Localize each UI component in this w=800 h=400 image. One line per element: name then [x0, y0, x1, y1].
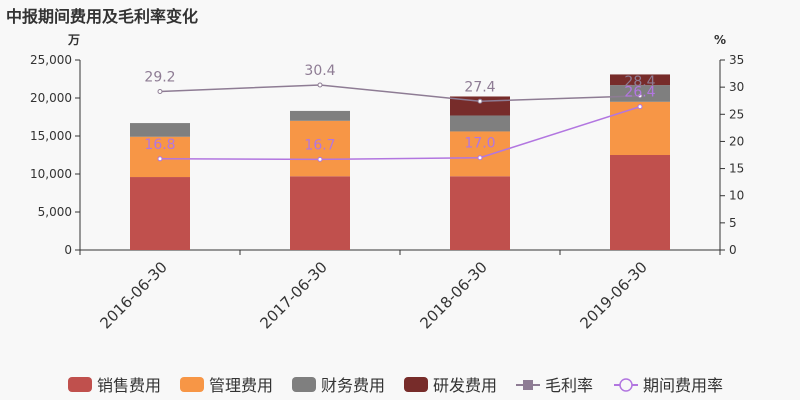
- data-label: 17.0: [464, 136, 495, 152]
- chart-title: 中报期间费用及毛利率变化: [6, 7, 199, 26]
- legend-swatch: [68, 377, 92, 392]
- line-point: [477, 98, 483, 104]
- left-tick-label: 25,000: [30, 53, 72, 67]
- data-label: 29.2: [144, 69, 175, 85]
- line-point: [637, 104, 643, 110]
- right-tick-label: 15: [729, 162, 744, 176]
- right-axis-unit: %: [714, 33, 726, 47]
- right-tick-label: 5: [729, 216, 737, 230]
- right-tick-label: 0: [729, 243, 737, 257]
- line-point: [317, 82, 323, 88]
- series-line: [159, 105, 641, 161]
- data-label: 26.4: [624, 85, 655, 101]
- left-tick-label: 15,000: [30, 129, 72, 143]
- bar-segment: [450, 176, 510, 250]
- legend-label: 财务费用: [321, 376, 385, 395]
- right-tick-label: 30: [729, 80, 744, 94]
- bar-segment: [290, 176, 350, 250]
- left-tick-label: 10,000: [30, 167, 72, 181]
- bar-segment: [610, 101, 670, 155]
- legend-label: 管理费用: [209, 376, 273, 395]
- line-point: [317, 156, 323, 162]
- right-tick-label: 35: [729, 53, 744, 67]
- x-tick-label: 2018-06-30: [416, 258, 490, 332]
- line-point: [477, 155, 483, 161]
- left-tick-label: 5,000: [38, 205, 72, 219]
- bar-segment: [290, 120, 350, 177]
- bar-segment: [610, 74, 670, 86]
- line-point: [637, 93, 643, 99]
- data-label: 16.7: [304, 137, 335, 153]
- right-tick-label: 10: [729, 189, 744, 203]
- legend-swatch: [292, 377, 316, 392]
- x-tick-label: 2019-06-30: [576, 258, 650, 332]
- bar-segment: [130, 123, 190, 137]
- bar-segment: [450, 131, 510, 177]
- x-tick-label: 2016-06-30: [96, 258, 170, 332]
- data-label: 16.8: [144, 137, 175, 153]
- left-tick-label: 20,000: [30, 91, 72, 105]
- right-tick-label: 25: [729, 107, 744, 121]
- data-label: 30.4: [304, 63, 335, 79]
- x-tick-label: 2017-06-30: [256, 258, 330, 332]
- left-tick-label: 0: [64, 243, 72, 257]
- legend-label: 销售费用: [97, 376, 161, 395]
- bar-segment: [610, 155, 670, 250]
- line-point: [157, 88, 163, 94]
- legend-marker: [523, 380, 533, 390]
- bar-segment: [130, 177, 190, 250]
- series-line: [159, 84, 641, 103]
- legend-label: 研发费用: [433, 376, 497, 395]
- legend-label: 期间费用率: [643, 376, 723, 395]
- left-axis-unit: 万: [67, 33, 80, 47]
- legend-label: 毛利率: [545, 376, 593, 395]
- data-label: 27.4: [464, 79, 495, 95]
- legend-swatch: [180, 377, 204, 392]
- right-tick-label: 20: [729, 134, 744, 148]
- bar-segment: [290, 110, 350, 121]
- data-label: 28.4: [624, 74, 655, 90]
- line-point: [157, 156, 163, 162]
- bar-segment: [450, 115, 510, 132]
- legend-marker: [619, 378, 633, 392]
- legend-swatch: [404, 377, 428, 392]
